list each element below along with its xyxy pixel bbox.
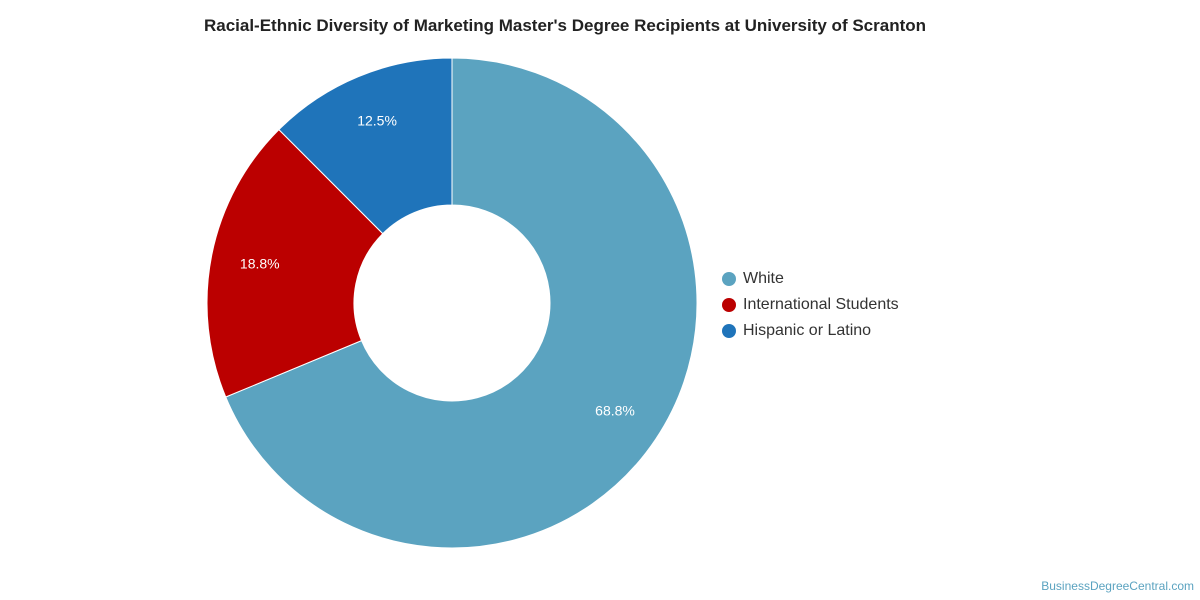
legend-item-white[interactable]: White: [722, 266, 899, 292]
legend-label-international-students: International Students: [743, 296, 899, 313]
slice-label-white: 68.8%: [595, 402, 635, 418]
legend-item-hispanic-or-latino[interactable]: Hispanic or Latino: [722, 318, 899, 344]
chart-title: Racial-Ethnic Diversity of Marketing Mas…: [203, 16, 927, 35]
slice-label-hispanic-or-latino: 12.5%: [357, 113, 397, 129]
legend-swatch-white: [722, 272, 736, 286]
slice-label-international-students: 18.8%: [240, 256, 280, 272]
slice-hispanic-or-latino[interactable]: [278, 57, 453, 235]
slice-white[interactable]: [225, 57, 698, 549]
legend-swatch-international-students: [722, 298, 736, 312]
legend-label-white: White: [743, 270, 784, 287]
slice-international-students[interactable]: [206, 128, 384, 398]
legend: White International Students Hispanic or…: [722, 266, 899, 344]
legend-item-international-students[interactable]: International Students: [722, 292, 899, 318]
source-credit[interactable]: BusinessDegreeCentral.com: [1041, 579, 1194, 593]
legend-swatch-hispanic-or-latino: [722, 324, 736, 338]
legend-label-hispanic-or-latino: Hispanic or Latino: [743, 322, 872, 339]
